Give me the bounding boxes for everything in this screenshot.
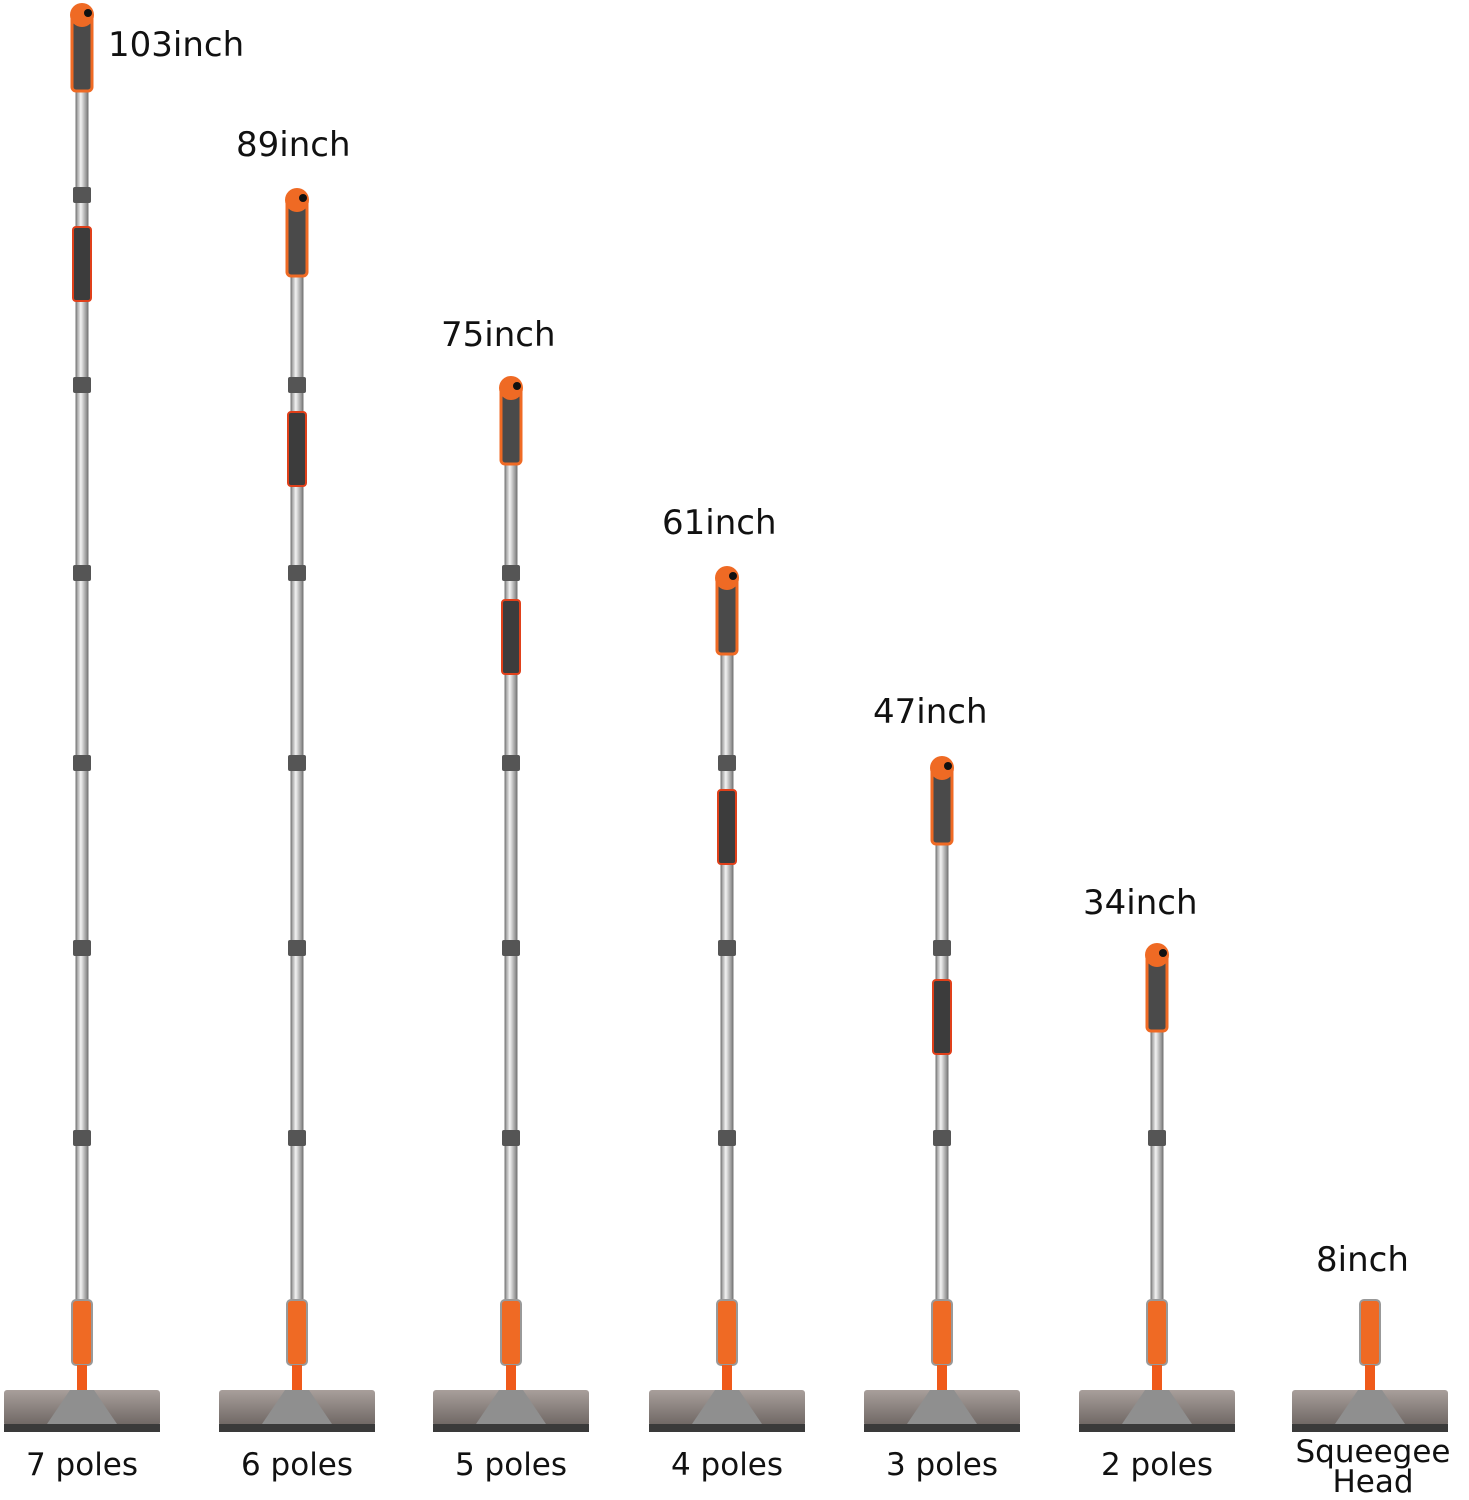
foam-grip xyxy=(72,226,92,302)
pole-joint xyxy=(73,565,91,581)
pole-joint xyxy=(288,377,306,393)
pole-shaft xyxy=(935,817,949,1301)
pole-joint xyxy=(718,940,736,956)
head-plate xyxy=(47,1390,117,1424)
length-label: 103inch xyxy=(108,25,245,65)
pole-shaft xyxy=(1150,1004,1164,1301)
length-label: 47inch xyxy=(873,692,988,732)
pole-joint xyxy=(933,940,951,956)
pole-joint xyxy=(718,1130,736,1146)
blade xyxy=(864,1424,1020,1432)
blade xyxy=(4,1424,160,1432)
pole-joint xyxy=(1148,1130,1166,1146)
length-label: 34inch xyxy=(1083,883,1198,923)
top-hole xyxy=(729,572,737,580)
pole-count-label: 5 poles xyxy=(454,1447,568,1483)
pole-joint xyxy=(288,565,306,581)
pole-count-label: Squeegee Head xyxy=(1295,1434,1451,1500)
top-hole xyxy=(1159,949,1167,957)
head-plate xyxy=(262,1390,332,1424)
pole-joint xyxy=(933,1130,951,1146)
handle xyxy=(500,1299,522,1366)
neck xyxy=(77,1365,87,1390)
pole-count-label: 2 poles xyxy=(1100,1447,1214,1483)
head-plate xyxy=(692,1390,762,1424)
length-label: 8inch xyxy=(1316,1240,1409,1280)
foam-grip xyxy=(287,411,307,487)
handle xyxy=(1146,1299,1168,1366)
pole-joint xyxy=(502,565,520,581)
head-plate xyxy=(1335,1390,1405,1424)
pole-joint xyxy=(73,1130,91,1146)
pole-joint xyxy=(718,755,736,771)
head-plate xyxy=(1122,1390,1192,1424)
foam-grip xyxy=(932,979,952,1055)
pole-joint xyxy=(73,940,91,956)
top-hole xyxy=(944,762,952,770)
top-hole xyxy=(299,194,307,202)
handle xyxy=(286,1299,308,1366)
pole-count-label: 4 poles xyxy=(670,1447,784,1483)
top-hole xyxy=(513,382,521,390)
pole-joint xyxy=(288,940,306,956)
pole-count-label: 7 poles xyxy=(25,1447,139,1483)
pole-joint xyxy=(288,755,306,771)
pole-joint xyxy=(502,940,520,956)
foam-grip xyxy=(717,789,737,865)
neck xyxy=(506,1365,516,1390)
blade xyxy=(1292,1424,1448,1432)
neck xyxy=(1152,1365,1162,1390)
pole-joint xyxy=(288,1130,306,1146)
handle xyxy=(716,1299,738,1366)
pole-joint xyxy=(73,187,91,203)
neck xyxy=(722,1365,732,1390)
neck xyxy=(1365,1365,1375,1390)
pole-shaft xyxy=(720,627,734,1301)
handle xyxy=(1359,1299,1381,1366)
pole-count-label: 6 poles xyxy=(240,1447,354,1483)
top-hole xyxy=(84,9,92,17)
neck xyxy=(937,1365,947,1390)
blade xyxy=(433,1424,589,1432)
neck xyxy=(292,1365,302,1390)
blade xyxy=(1079,1424,1235,1432)
pole-joint xyxy=(502,1130,520,1146)
pole-joint xyxy=(502,755,520,771)
foam-grip xyxy=(501,599,521,675)
length-label: 75inch xyxy=(441,315,556,355)
handle xyxy=(931,1299,953,1366)
head-plate xyxy=(907,1390,977,1424)
handle xyxy=(71,1299,93,1366)
length-label: 61inch xyxy=(662,503,777,543)
pole-joint xyxy=(73,377,91,393)
length-label: 89inch xyxy=(236,125,351,165)
pole-joint xyxy=(73,755,91,771)
pole-count-label: 3 poles xyxy=(885,1447,999,1483)
blade xyxy=(219,1424,375,1432)
head-plate xyxy=(476,1390,546,1424)
blade xyxy=(649,1424,805,1432)
